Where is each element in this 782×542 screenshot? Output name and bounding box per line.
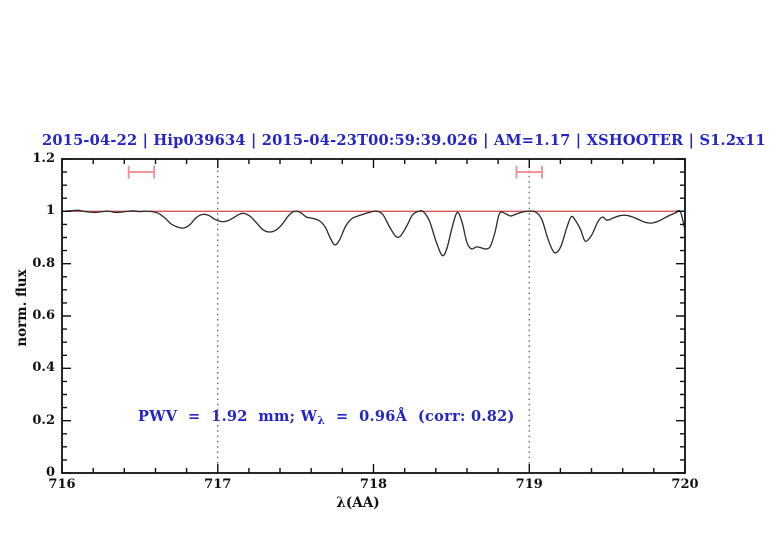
x-tick-label: 720 <box>671 477 699 492</box>
y-tick-label: 0.6 <box>32 308 55 323</box>
band-width-marker <box>515 165 543 179</box>
y-tick-label: 1.2 <box>32 151 55 166</box>
pwv-annotation-text: PWV = 1.92 mm; W <box>138 408 318 425</box>
x-tick-label: 717 <box>204 477 232 492</box>
plot-title: 2015-04-22 | Hip039634 | 2015-04-23T00:5… <box>42 132 766 149</box>
pwv-annotation: PWV = 1.92 mm; Wλ = 0.96Å (corr: 0.82) <box>138 408 515 427</box>
y-tick-label: 1 <box>45 203 55 219</box>
lambda-subscript: λ <box>317 414 326 427</box>
y-tick-label: 0.4 <box>32 360 55 376</box>
plot-frame <box>61 158 686 474</box>
band-width-marker <box>127 165 156 179</box>
x-tick-label: 719 <box>515 477 543 492</box>
axis-ticks <box>61 158 686 474</box>
y-tick-label: 0.8 <box>32 255 55 271</box>
pwv-annotation-text-2: = 0.96Å (corr: 0.82) <box>325 408 515 425</box>
x-tick-label: 716 <box>48 477 76 492</box>
y-tick-label: 0.2 <box>32 412 55 428</box>
y-tick-label: 0 <box>45 465 55 480</box>
x-axis-label: λ(AA) <box>336 495 380 511</box>
x-tick-label: 718 <box>359 477 388 492</box>
spectrum-curve <box>61 209 686 257</box>
